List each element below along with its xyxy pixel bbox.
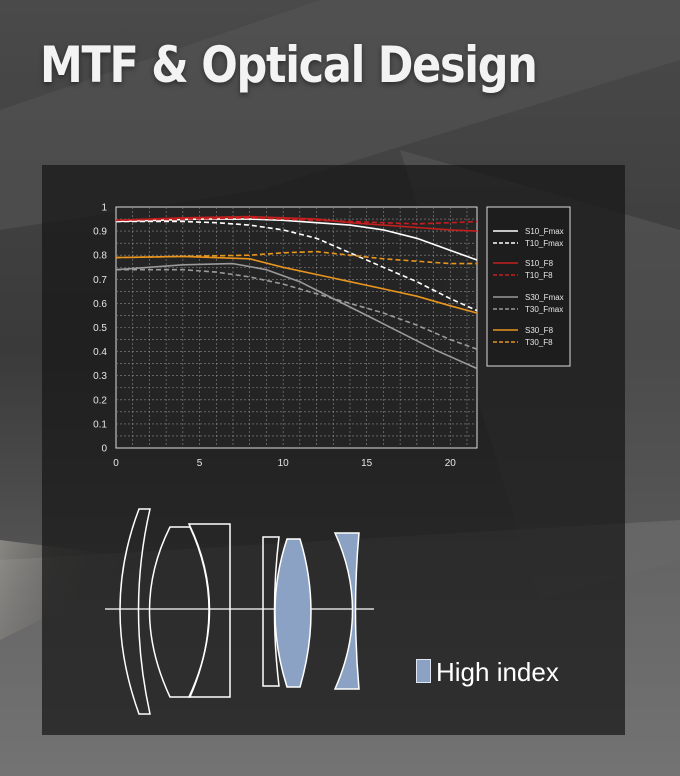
y-tick-label: 0.4 (93, 347, 107, 358)
series-line-T10_Fmax (116, 220, 478, 312)
series-line-T30_Fmax (116, 268, 478, 350)
chart-legend: S10_Fmax T10_Fmax S10_F8 T10_F8 S30_Fmax T30_… (493, 227, 564, 347)
x-tick-label: 20 (445, 458, 457, 469)
series-line-S30_F8 (115, 255, 478, 314)
legend-label-T10_Fmax: T10_Fmax (525, 239, 563, 248)
x-tick-label: 10 (278, 458, 290, 469)
legend-label-S30_Fmax: S30_Fmax (525, 293, 564, 302)
lens-element-3 (187, 523, 231, 698)
y-tick-label: 0 (101, 444, 107, 455)
y-tick-label: 0.2 (93, 395, 107, 406)
series-line-T30_F8 (115, 250, 477, 265)
high-index-label: High index (436, 657, 559, 687)
legend-label-S10_F8: S10_F8 (525, 259, 554, 268)
y-tick-label: 0.6 (93, 299, 107, 310)
y-tick-label: 1 (101, 203, 107, 214)
lens-element-6-high-index (333, 532, 360, 690)
y-tick-label: 0.1 (93, 419, 107, 430)
series-line-T10_F8 (115, 217, 478, 225)
y-tick-label: 0.9 (93, 227, 107, 238)
legend-label-T30_F8: T30_F8 (525, 338, 553, 347)
lens-element-5-high-index (274, 538, 312, 688)
y-tick-label: 0.3 (93, 371, 107, 382)
chart-series (115, 215, 478, 370)
chart-ticks: 0 5 10 15 20 0 0.1 0.2 0.3 0.4 0.5 0.6 0.7 0.8 0.9 1 (93, 203, 456, 470)
high-index-swatch (416, 659, 431, 683)
legend-label-S10_Fmax: S10_Fmax (525, 227, 564, 236)
page-title: MTF & Optical Design (40, 36, 538, 94)
y-tick-label: 0.7 (93, 275, 107, 286)
series-line-S30_Fmax (115, 262, 478, 370)
legend-label-S30_F8: S30_F8 (525, 326, 554, 335)
chart-grid (116, 207, 477, 448)
legend-label-T10_F8: T10_F8 (525, 271, 553, 280)
series-line-S10_Fmax (115, 218, 478, 261)
x-tick-label: 15 (361, 458, 373, 469)
legend-box (486, 206, 571, 367)
x-tick-label: 0 (113, 458, 119, 469)
x-tick-label: 5 (197, 458, 203, 469)
lens-element-1 (119, 508, 151, 715)
y-tick-label: 0.8 (93, 251, 107, 262)
legend-label-T30_Fmax: T30_Fmax (525, 305, 563, 314)
y-tick-label: 0.5 (93, 323, 107, 334)
